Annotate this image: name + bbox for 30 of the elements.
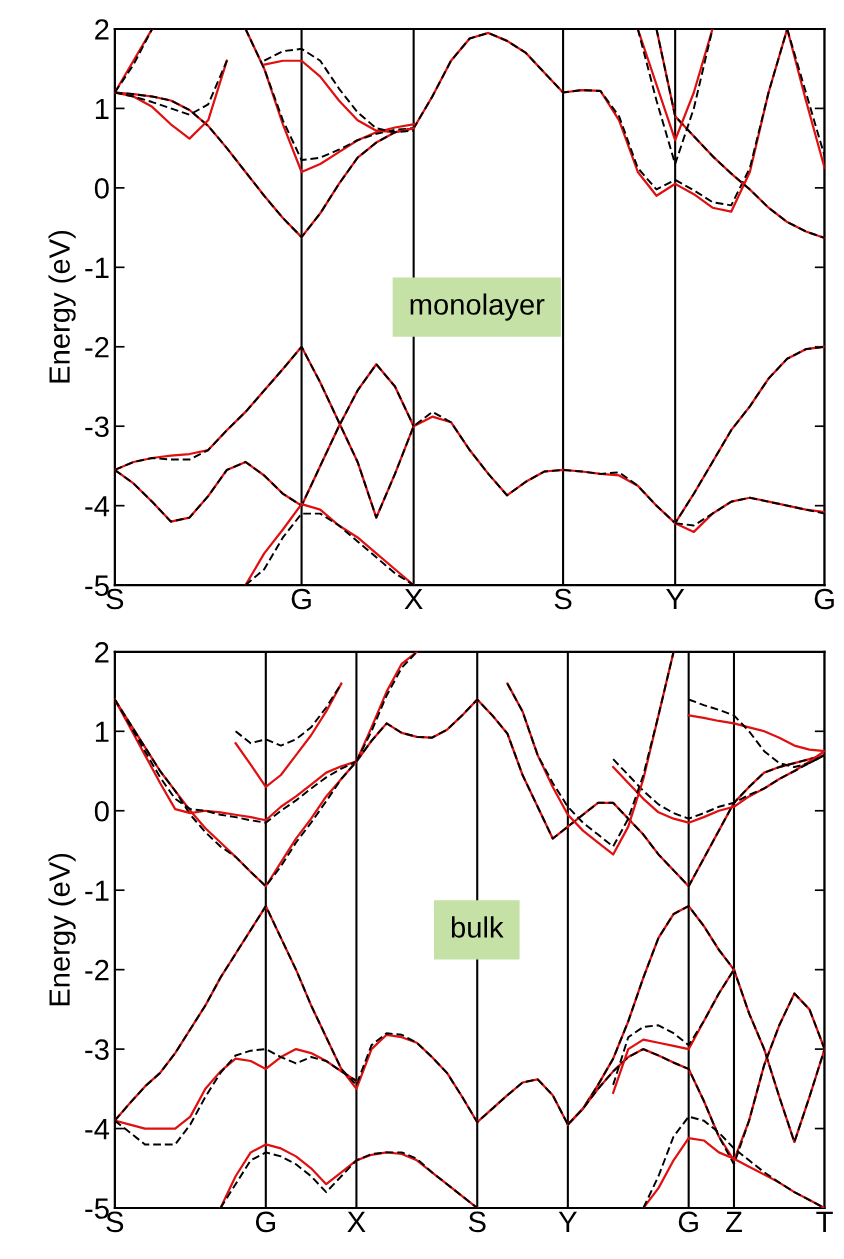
y-tick-label: 0 <box>94 800 109 822</box>
y-tick-label: 2 <box>95 19 109 40</box>
y-tick-label: -1 <box>85 880 109 901</box>
y-tick-label: -2 <box>85 959 109 981</box>
y-tick-label: -1 <box>85 257 109 278</box>
x-tick-label: G <box>678 1211 698 1233</box>
x-tick-label: X <box>404 588 423 610</box>
y-tick-label: -4 <box>85 1119 110 1140</box>
y-tick-label: 1 <box>95 721 109 742</box>
x-tick-label: G <box>291 588 311 610</box>
x-tick-label: S <box>554 588 572 610</box>
y-tick-label: -3 <box>85 416 109 438</box>
y-tick-label: 0 <box>94 178 109 199</box>
y-tick-label: -4 <box>85 496 110 517</box>
annotation: monolayer <box>410 293 545 321</box>
y-tick-label: 2 <box>95 642 109 663</box>
x-tick-label: G <box>255 1211 275 1233</box>
annotation: bulk <box>451 916 504 938</box>
x-tick-label: G <box>814 588 834 610</box>
x-tick-label: Z <box>725 1211 742 1232</box>
y-axis-title: Energy (eV) <box>48 231 76 383</box>
x-tick-label: S <box>468 1211 486 1233</box>
x-tick-label: X <box>347 1211 366 1232</box>
y-tick-label: 1 <box>95 98 109 119</box>
y-tick-label: -3 <box>85 1039 109 1060</box>
y-axis-title: Energy (eV) <box>48 853 76 1006</box>
y-tick-label: -2 <box>85 336 109 358</box>
x-tick-label: Y <box>558 1211 577 1232</box>
x-tick-label: Y <box>666 588 685 610</box>
x-tick-label: T <box>816 1211 833 1232</box>
